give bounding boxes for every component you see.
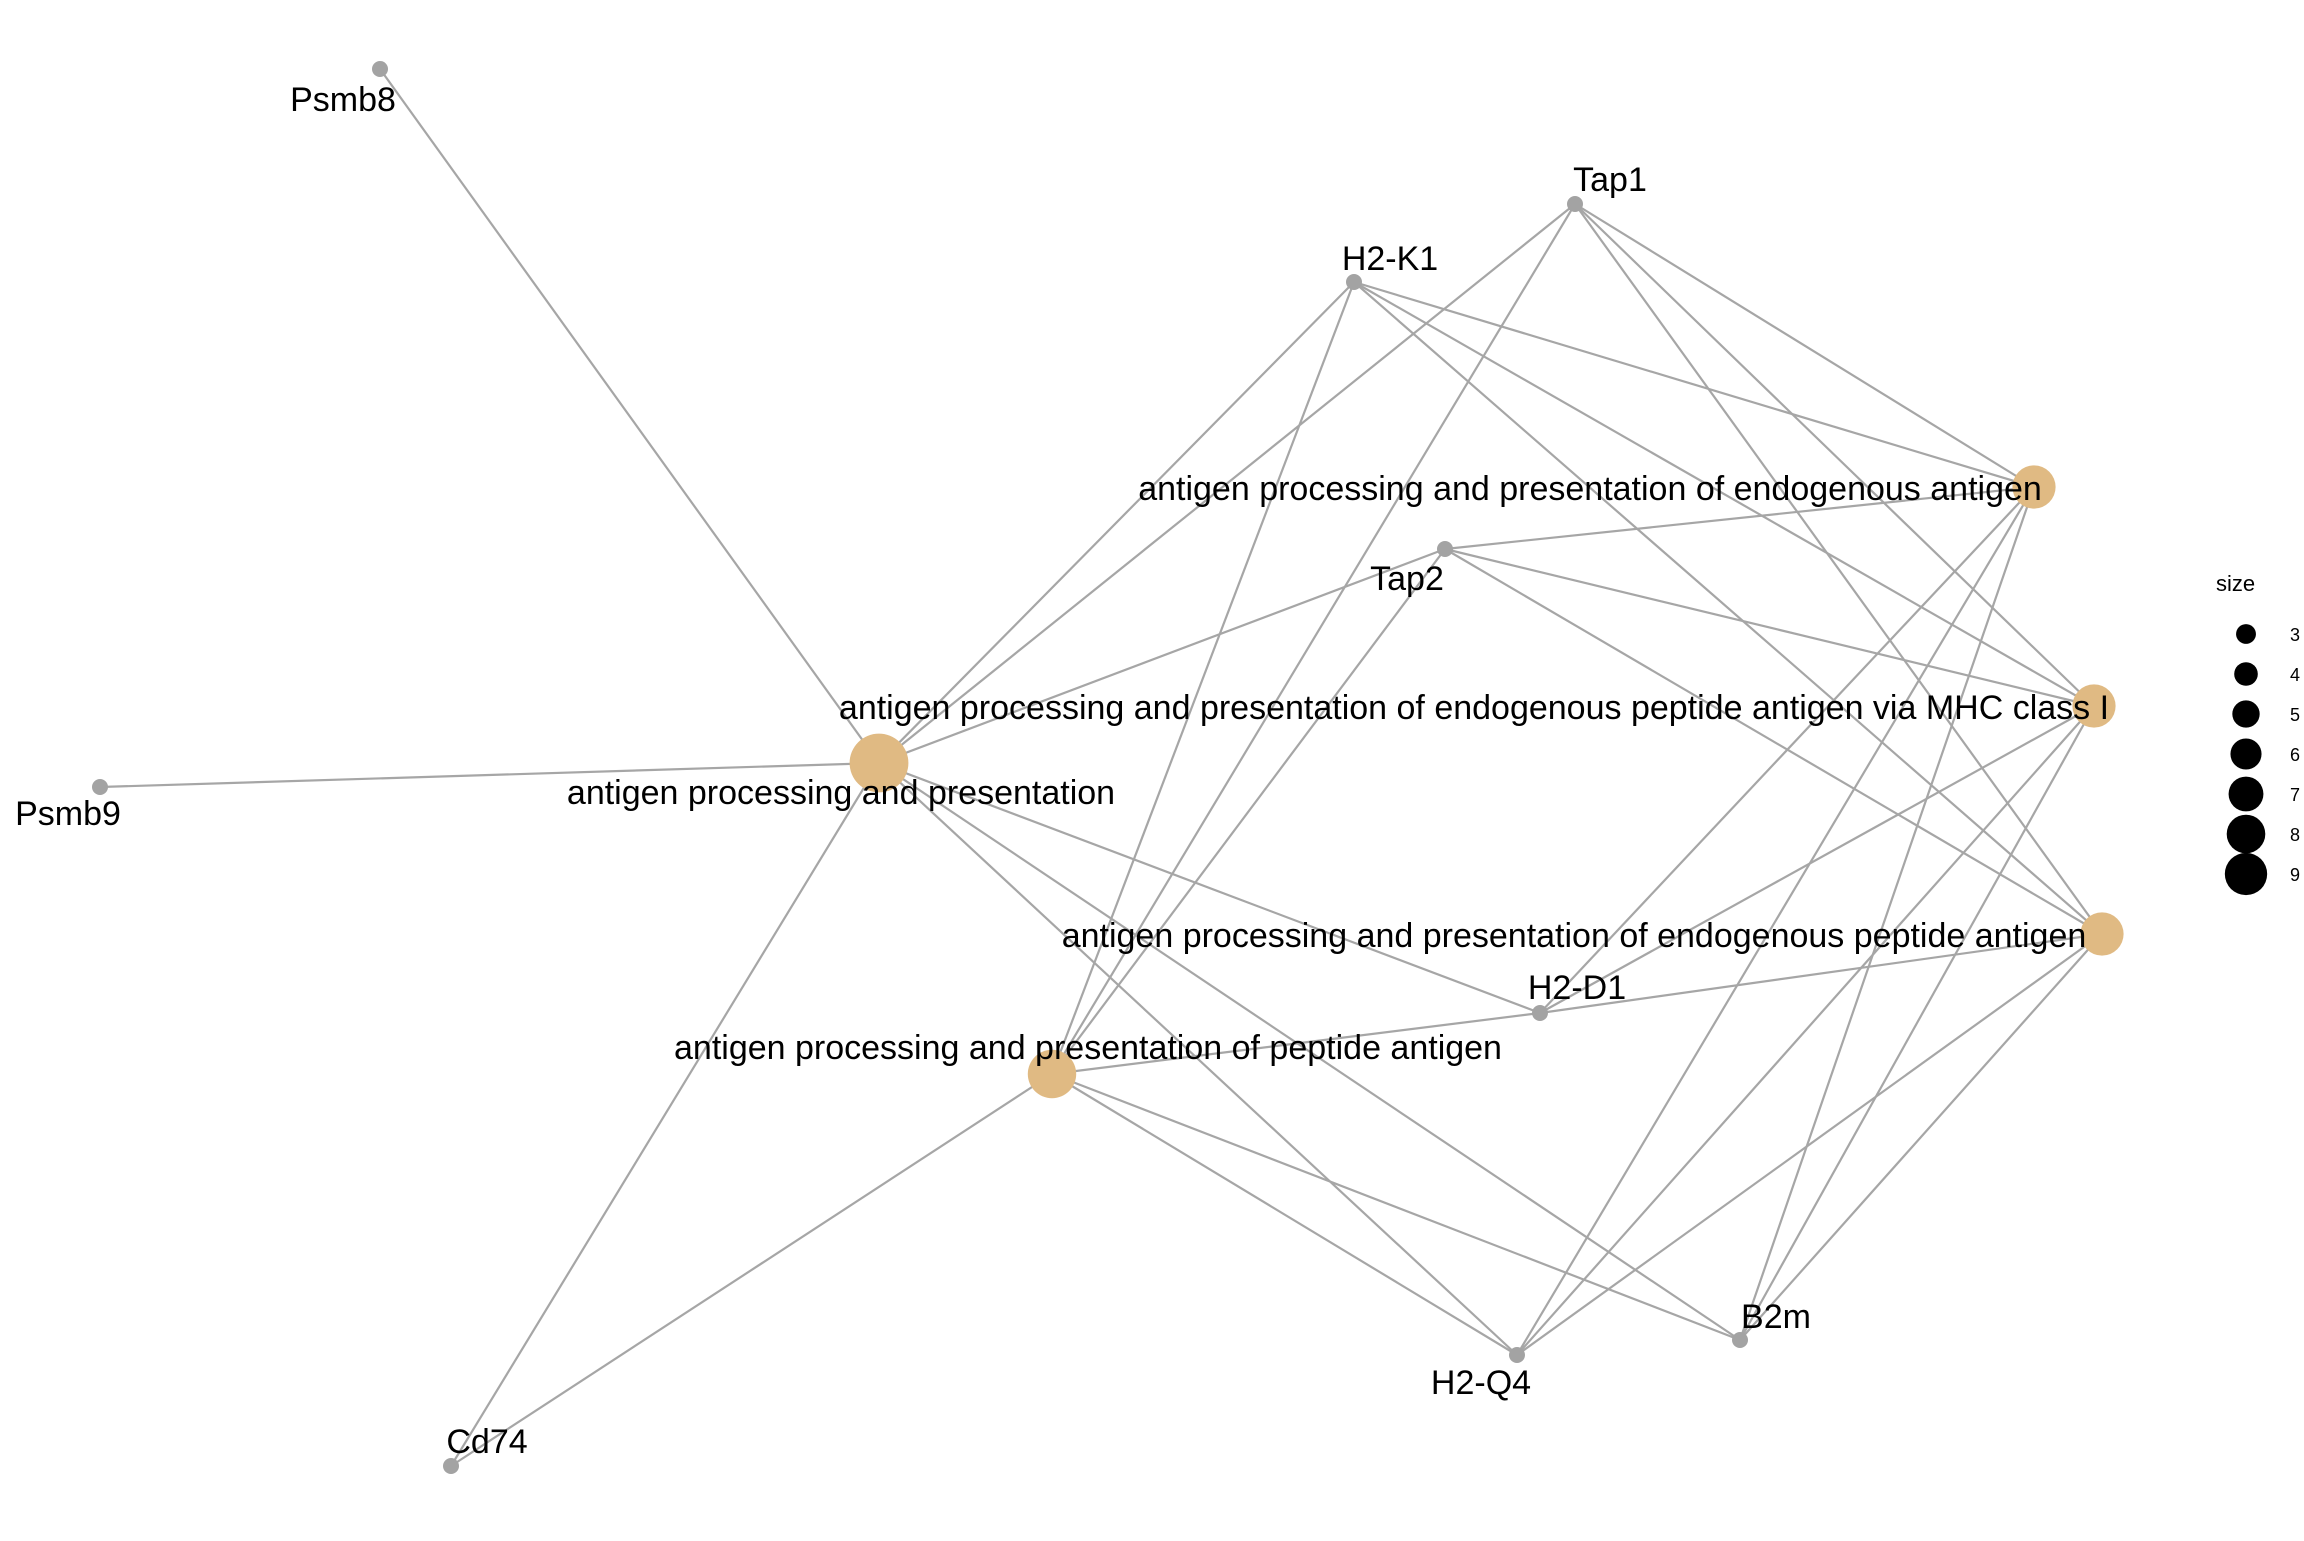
edge-h2-k1 <box>1353 280 2035 489</box>
gene-node-tap2[interactable] <box>1437 541 1453 557</box>
edge-cd74 <box>450 762 880 1467</box>
edge-h2-q4 <box>1516 705 2095 1356</box>
term-node-antigen-processing-and-presentation-of-endogenous-peptide-antigen[interactable] <box>2080 912 2124 956</box>
edge-h2-k1 <box>878 281 1355 764</box>
edge-b2m <box>1738 486 2036 1341</box>
edge-tap2 <box>1444 485 2035 551</box>
label-tap2: Tap2 <box>1370 560 1444 598</box>
edge-h2-k1 <box>1050 281 1356 1075</box>
edge-tap1 <box>1574 203 2103 935</box>
edge-b2m <box>1739 933 2103 1341</box>
legend-dot-4 <box>2234 662 2258 686</box>
edge-tap1 <box>878 203 1576 764</box>
edge-cd74 <box>450 1073 1053 1467</box>
label-h2-d1: H2-D1 <box>1528 969 1626 1007</box>
edge-b2m <box>1739 705 2095 1341</box>
edges-layer <box>99 68 2103 1467</box>
legend-dot-6 <box>2230 738 2262 770</box>
term-node-antigen-processing-and-presentation[interactable] <box>849 733 909 793</box>
edge-h2-q4 <box>1516 933 2103 1356</box>
label-h2-q4: H2-Q4 <box>1431 1364 1531 1402</box>
label-antigen-processing-and-presentation-of-endogenous-antigen: antigen processing and presentation of e… <box>1138 470 2042 508</box>
term-node-antigen-processing-and-presentation-of-endogenous-antigen[interactable] <box>2012 465 2056 509</box>
legend-label-3: 3 <box>2290 625 2300 645</box>
term-node-antigen-processing-and-presentation-of-endogenous-peptide-antigen-via-mhc-class-i[interactable] <box>2072 684 2116 728</box>
legend-title: size <box>2216 571 2255 596</box>
legend-dot-5 <box>2232 700 2260 728</box>
labels-layer: Psmb8 Psmb9 Tap1 H2-K1 Tap2 H2-D1 H2-Q4 B2m Cd74… <box>15 81 2109 1461</box>
edge-tap2 <box>1051 548 1446 1075</box>
edge-h2-d1 <box>1051 1011 1541 1076</box>
size-legend: size 3 4 5 6 7 8 9 <box>2216 571 2300 896</box>
term-node-antigen-processing-and-presentation-of-peptide-antigen[interactable] <box>1027 1049 1077 1099</box>
legend-dot-3 <box>2236 624 2256 644</box>
gene-node-cd74[interactable] <box>443 1458 459 1474</box>
gene-node-h2-q4[interactable] <box>1509 1347 1525 1363</box>
label-psmb8: Psmb8 <box>290 81 396 119</box>
edge-psmb8 <box>379 68 880 764</box>
edge-tap2 <box>1444 548 2103 935</box>
label-psmb9: Psmb9 <box>15 795 121 833</box>
label-tap1: Tap1 <box>1573 161 1647 199</box>
nodes-layer <box>92 61 2124 1474</box>
label-cd74: Cd74 <box>446 1423 527 1461</box>
edge-tap2 <box>1444 547 2095 708</box>
gene-node-psmb9[interactable] <box>92 779 108 795</box>
edge-h2-d1 <box>1539 705 2095 1014</box>
edge-h2-q4 <box>878 762 1518 1356</box>
edge-h2-q4 <box>1516 486 2035 1356</box>
edge-psmb9 <box>99 761 880 789</box>
edge-h2-k1 <box>1353 281 2095 707</box>
legend-dot-8 <box>2226 814 2266 854</box>
edge-tap1 <box>1574 203 2095 707</box>
gene-node-h2-d1[interactable] <box>1532 1005 1548 1021</box>
legend-label-9: 9 <box>2290 865 2300 885</box>
legend-dot-9 <box>2224 852 2268 896</box>
label-antigen-processing-and-presentation: antigen processing and presentation <box>567 774 1115 812</box>
edge-h2-d1 <box>1539 932 2103 1015</box>
legend-label-7: 7 <box>2290 785 2300 805</box>
gene-node-b2m[interactable] <box>1732 1332 1748 1348</box>
edge-b2m <box>1051 1072 1741 1342</box>
edge-h2-d1 <box>878 761 1541 1015</box>
gene-node-tap1[interactable] <box>1567 196 1583 212</box>
legend-dot-7 <box>2228 776 2264 812</box>
gene-node-psmb8[interactable] <box>372 61 388 77</box>
legend-label-5: 5 <box>2290 705 2300 725</box>
edge-h2-q4 <box>1051 1073 1518 1356</box>
label-b2m: B2m <box>1741 1298 1811 1336</box>
label-antigen-processing-and-presentation-of-endogenous-peptide-antigen-via-mhc-class-i: antigen processing and presentation of e… <box>839 689 2109 727</box>
edge-tap1 <box>1051 203 1576 1075</box>
label-antigen-processing-and-presentation-of-peptide-antigen: antigen processing and presentation of p… <box>674 1029 1502 1067</box>
edge-h2-k1 <box>1353 281 2103 935</box>
label-antigen-processing-and-presentation-of-endogenous-peptide-antigen: antigen processing and presentation of e… <box>1062 917 2087 955</box>
edge-tap2 <box>878 547 1446 765</box>
edge-b2m <box>878 762 1741 1341</box>
gene-node-h2-k1[interactable] <box>1346 274 1362 290</box>
legend-label-8: 8 <box>2290 825 2300 845</box>
label-h2-k1: H2-K1 <box>1342 240 1438 278</box>
legend-label-4: 4 <box>2290 665 2300 685</box>
edge-tap1 <box>1574 203 2035 488</box>
legend-label-6: 6 <box>2290 745 2300 765</box>
